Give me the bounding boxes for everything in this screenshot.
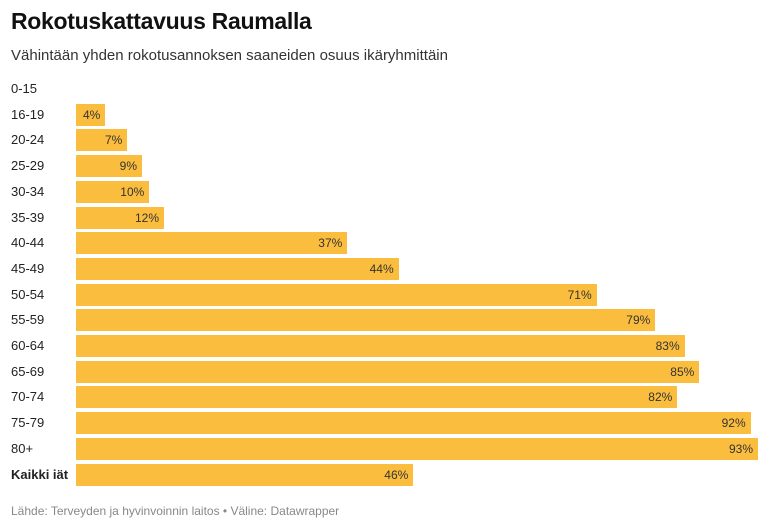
category-label: 70-74 — [11, 389, 45, 405]
bar-value-label: 85% — [670, 364, 695, 379]
source-note: Lähde: Terveyden ja hyvinvoinnin laitos … — [11, 504, 340, 518]
category-label: 16-19 — [11, 106, 45, 122]
category-label: 40-44 — [11, 235, 45, 251]
bar-row: 30-34 10% — [0, 180, 770, 203]
bar-value-label: 12% — [134, 210, 159, 225]
bar-value-label: 71% — [567, 287, 592, 302]
bar-row: 40-44 37% — [0, 232, 770, 255]
bar-value-label: 93% — [728, 441, 753, 456]
category-label: 60-64 — [11, 338, 45, 353]
bar: 12% — [76, 206, 164, 229]
bar-row: 0-15 — [0, 78, 770, 100]
category-label: 20-24 — [11, 132, 45, 148]
bar-value-label: 82% — [648, 390, 673, 405]
bar: 85% — [76, 360, 700, 383]
category-label: 25-29 — [11, 158, 45, 174]
category-label: 0-15 — [11, 81, 38, 96]
bar-value-label: 92% — [721, 416, 746, 431]
bar-value-label: 44% — [369, 261, 394, 276]
bar: 46% — [76, 463, 414, 486]
bar: 79% — [76, 309, 656, 332]
bar: 93% — [76, 437, 758, 460]
bar-chart: 0-15 16-19 4% 20-24 7% 25-29 9% 30-34 10% 35-39 12… — [0, 78, 770, 488]
bar: 92% — [76, 412, 751, 435]
category-label: 30-34 — [11, 183, 45, 199]
bar: 83% — [76, 335, 685, 357]
bar: 10% — [76, 180, 150, 203]
bar: 7% — [76, 129, 128, 152]
bar-value-label: 7% — [104, 133, 123, 148]
bar: 4% — [76, 103, 106, 126]
category-label: 80+ — [11, 440, 34, 456]
category-label: 65-69 — [11, 363, 45, 379]
bar-row: 50-54 71% — [0, 283, 770, 306]
bar: 82% — [76, 386, 678, 409]
category-label: Kaikki iät — [11, 466, 69, 482]
bar-value-label: 37% — [318, 236, 343, 251]
category-label: 50-54 — [11, 286, 45, 302]
category-label: 55-59 — [11, 312, 45, 328]
bar-row: 16-19 4% — [0, 103, 770, 126]
bar-row: 55-59 79% — [0, 309, 770, 332]
bar: 9% — [76, 155, 142, 178]
bar-row: 45-49 44% — [0, 257, 770, 280]
bar-row: 65-69 85% — [0, 360, 770, 383]
bar: 37% — [76, 232, 348, 255]
bar-row: 70-74 82% — [0, 386, 770, 409]
category-label: 45-49 — [11, 260, 45, 276]
bar-row: 25-29 9% — [0, 155, 770, 178]
bar-row: 75-79 92% — [0, 412, 770, 435]
category-label: 35-39 — [11, 209, 45, 225]
bar-value-label: 79% — [626, 313, 651, 328]
chart-subtitle: Vähintään yhden rokotusannoksen saaneide… — [11, 47, 448, 64]
bar-value-label: 9% — [119, 159, 137, 174]
bar-row: 35-39 12% — [0, 206, 770, 229]
bar-value-label: 4% — [82, 107, 101, 122]
bar-value-label: 10% — [120, 184, 145, 199]
chart-title: Rokotuskattavuus Raumalla — [11, 8, 312, 34]
bar-row: 80+ 93% — [0, 437, 770, 460]
category-label: 75-79 — [11, 415, 45, 431]
bar-row: Kaikki iät 46% — [0, 463, 770, 486]
bar-row: 60-64 83% — [0, 335, 770, 357]
bar: 71% — [76, 283, 597, 306]
bar-row: 20-24 7% — [0, 129, 770, 152]
bar: 44% — [76, 257, 399, 280]
bar-value-label: 46% — [384, 467, 409, 482]
bar-value-label: 83% — [655, 339, 680, 353]
